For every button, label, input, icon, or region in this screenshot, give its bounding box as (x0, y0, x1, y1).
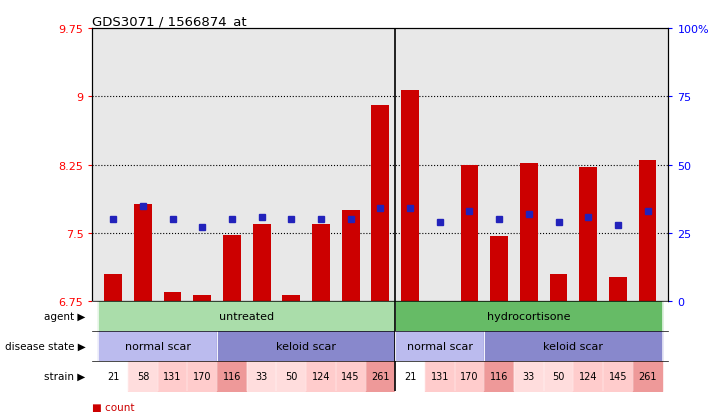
Text: 261: 261 (371, 371, 390, 381)
Bar (342, 211, 360, 301)
Text: 145: 145 (341, 371, 360, 381)
Bar (312, 224, 330, 301)
Text: 58: 58 (137, 371, 149, 381)
Bar (134, 204, 152, 301)
Bar (193, 295, 211, 301)
Bar (461, 165, 479, 301)
Text: 21: 21 (404, 371, 416, 381)
Text: 116: 116 (223, 371, 241, 381)
Text: 170: 170 (460, 371, 479, 381)
Bar (371, 106, 390, 301)
Bar (431, 301, 449, 306)
Text: normal scar: normal scar (124, 341, 191, 351)
Text: 131: 131 (431, 371, 449, 381)
Text: 145: 145 (609, 371, 627, 381)
Text: keloid scar: keloid scar (276, 341, 336, 351)
Bar (164, 292, 181, 301)
Text: 50: 50 (552, 371, 565, 381)
Bar (490, 236, 508, 301)
Text: 124: 124 (311, 371, 331, 381)
Text: 261: 261 (638, 371, 657, 381)
Text: 21: 21 (107, 371, 119, 381)
Bar (609, 277, 627, 301)
Text: agent ▶: agent ▶ (44, 311, 85, 321)
Text: 170: 170 (193, 371, 211, 381)
Text: untreated: untreated (219, 311, 274, 321)
Text: 50: 50 (285, 371, 297, 381)
Text: normal scar: normal scar (407, 341, 473, 351)
Bar (550, 274, 567, 301)
Bar (223, 235, 241, 301)
Bar (520, 164, 538, 301)
Bar (105, 274, 122, 301)
Text: disease state ▶: disease state ▶ (4, 341, 85, 351)
Text: 116: 116 (490, 371, 508, 381)
Text: 33: 33 (523, 371, 535, 381)
Bar (282, 295, 300, 301)
Text: keloid scar: keloid scar (543, 341, 604, 351)
Text: strain ▶: strain ▶ (44, 371, 85, 381)
Text: 33: 33 (255, 371, 268, 381)
Text: GDS3071 / 1566874_at: GDS3071 / 1566874_at (92, 15, 247, 28)
Bar (252, 224, 271, 301)
Text: hydrocortisone: hydrocortisone (487, 311, 570, 321)
Bar (579, 168, 597, 301)
Text: ■ count: ■ count (92, 402, 135, 412)
Text: 124: 124 (579, 371, 597, 381)
Bar (638, 161, 656, 301)
Text: 131: 131 (164, 371, 182, 381)
Bar (401, 91, 419, 301)
